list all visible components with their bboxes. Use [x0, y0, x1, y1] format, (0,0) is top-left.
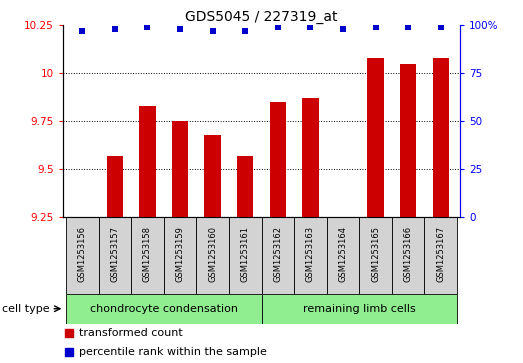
- Bar: [400, 64, 416, 217]
- Bar: [270, 102, 286, 217]
- Point: [339, 26, 347, 32]
- Bar: [262, 294, 457, 324]
- Text: percentile rank within the sample: percentile rank within the sample: [78, 347, 267, 356]
- Bar: [294, 217, 327, 294]
- Point: [143, 24, 152, 30]
- Title: GDS5045 / 227319_at: GDS5045 / 227319_at: [185, 11, 338, 24]
- Bar: [433, 58, 449, 217]
- Text: transformed count: transformed count: [78, 328, 183, 338]
- Text: GSM1253161: GSM1253161: [241, 226, 249, 282]
- Text: GSM1253159: GSM1253159: [176, 226, 185, 282]
- Bar: [107, 156, 123, 217]
- Bar: [302, 98, 319, 217]
- Point: [241, 28, 249, 34]
- Text: GSM1253156: GSM1253156: [78, 226, 87, 282]
- Bar: [172, 121, 188, 217]
- Bar: [139, 106, 156, 217]
- Bar: [66, 217, 99, 294]
- Text: GSM1253158: GSM1253158: [143, 226, 152, 282]
- Text: cell type: cell type: [2, 304, 50, 314]
- Text: GSM1253163: GSM1253163: [306, 226, 315, 282]
- Text: GSM1253160: GSM1253160: [208, 226, 217, 282]
- Point: [371, 24, 380, 30]
- Bar: [367, 58, 384, 217]
- Point: [78, 28, 86, 34]
- Point: [209, 28, 217, 34]
- Bar: [131, 217, 164, 294]
- Bar: [204, 135, 221, 217]
- Bar: [237, 156, 253, 217]
- Bar: [66, 294, 262, 324]
- Bar: [229, 217, 262, 294]
- Point: [111, 26, 119, 32]
- Bar: [392, 217, 424, 294]
- Text: remaining limb cells: remaining limb cells: [303, 304, 416, 314]
- Bar: [327, 217, 359, 294]
- Point: [306, 24, 314, 30]
- Text: GSM1253157: GSM1253157: [110, 226, 119, 282]
- Point: [404, 24, 412, 30]
- Bar: [424, 217, 457, 294]
- Text: GSM1253162: GSM1253162: [274, 226, 282, 282]
- Text: GSM1253166: GSM1253166: [404, 226, 413, 282]
- Bar: [164, 217, 196, 294]
- Bar: [262, 217, 294, 294]
- Text: GSM1253164: GSM1253164: [338, 226, 347, 282]
- Point: [274, 24, 282, 30]
- Text: GSM1253165: GSM1253165: [371, 226, 380, 282]
- Text: chondrocyte condensation: chondrocyte condensation: [90, 304, 238, 314]
- Text: GSM1253167: GSM1253167: [436, 226, 445, 282]
- Point: [437, 24, 445, 30]
- Point: [176, 26, 184, 32]
- Bar: [196, 217, 229, 294]
- Bar: [359, 217, 392, 294]
- Bar: [99, 217, 131, 294]
